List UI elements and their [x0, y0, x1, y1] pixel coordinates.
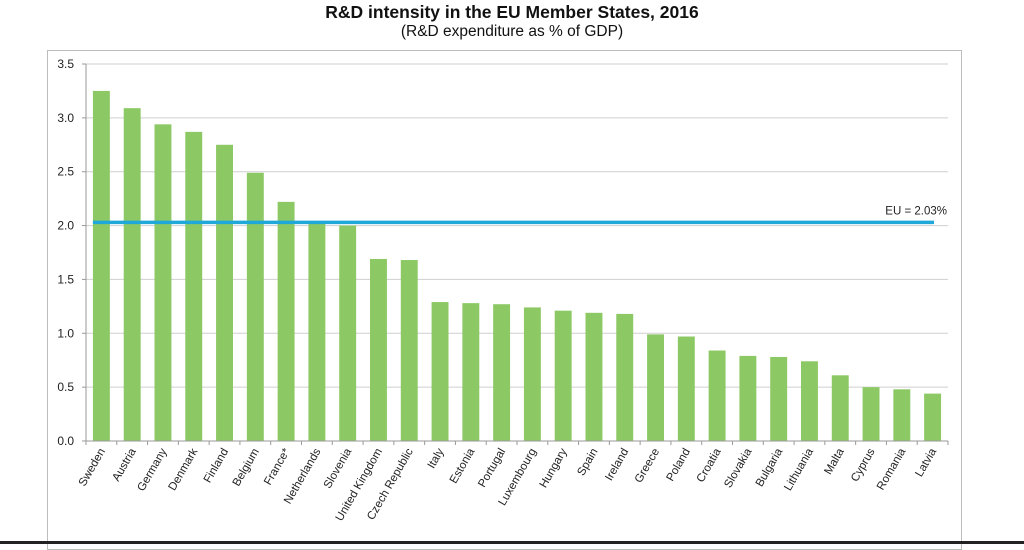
bar — [369, 258, 387, 441]
y-tick-label: 2.0 — [57, 219, 74, 233]
bar — [277, 201, 295, 441]
bar — [677, 336, 695, 441]
x-category-label: Spain — [575, 447, 600, 478]
bar — [924, 393, 942, 441]
y-tick-label: 1.5 — [57, 272, 74, 286]
bar — [523, 307, 541, 441]
bar — [800, 361, 818, 441]
bar — [616, 313, 634, 441]
gridlines — [86, 63, 948, 388]
x-category-label: Latvia — [913, 446, 939, 479]
bar — [554, 310, 572, 441]
bar — [154, 124, 172, 441]
x-category-label: Finland — [202, 447, 231, 486]
x-category-label: Romania — [875, 446, 909, 492]
x-category-label: Sweden — [77, 447, 108, 489]
bottom-border — [0, 541, 1024, 544]
reference-line-group: EU = 2.03% — [92, 205, 947, 225]
x-category-label: Slovenia — [322, 446, 355, 491]
bar — [431, 302, 449, 441]
bar — [308, 222, 326, 441]
x-category-label: Bulgaria — [754, 446, 786, 489]
y-axis: 0.0 0.5 1.0 1.5 2.0 2.5 3.0 3.5 — [57, 57, 87, 448]
bar — [831, 375, 849, 441]
x-category-label: France* — [262, 446, 293, 487]
x-category-label: Slovakia — [722, 446, 754, 490]
x-category-label: Portugal — [476, 447, 508, 490]
x-category-label: Cyprus — [849, 446, 878, 484]
x-category-label: Austria — [110, 446, 139, 484]
bars — [92, 90, 942, 442]
chart-title: R&D intensity in the EU Member States, 2… — [325, 2, 699, 22]
chart-subtitle: (R&D expenditure as % of GDP) — [400, 23, 624, 40]
x-category-label: Ireland — [603, 447, 631, 483]
bar — [862, 387, 880, 441]
bar — [400, 260, 418, 441]
eu-average-label: EU = 2.03% — [885, 205, 947, 217]
bar — [216, 144, 234, 442]
x-category-label: Croatia — [695, 446, 724, 485]
x-category-label: Lithuania — [782, 446, 816, 493]
bar — [739, 355, 757, 441]
bar — [185, 131, 203, 442]
bar — [493, 304, 511, 441]
y-tick-label: 0.5 — [57, 380, 74, 394]
x-category-label: Estonia — [448, 446, 478, 486]
y-tick-label: 0.0 — [57, 434, 74, 448]
bar — [708, 350, 726, 441]
bar — [92, 90, 110, 441]
x-category-label: Italy — [426, 446, 447, 470]
x-category-label: Denmark — [167, 446, 201, 493]
bar — [246, 172, 264, 441]
x-category-label: Germany — [136, 446, 170, 493]
bar — [770, 356, 788, 441]
bar — [462, 303, 480, 441]
y-tick-label: 1.0 — [57, 326, 74, 340]
y-tick-label: 3.5 — [57, 57, 74, 71]
x-category-label: Hungary — [538, 446, 570, 490]
x-category-label: Poland — [665, 447, 693, 484]
x-category-label: Belgium — [231, 447, 262, 489]
bar — [647, 334, 665, 441]
y-tick-label: 3.0 — [57, 111, 74, 125]
y-tick-label: 2.5 — [57, 165, 74, 179]
x-category-label: Greece — [633, 447, 662, 486]
bar — [585, 312, 603, 441]
bar — [893, 389, 911, 441]
bar — [123, 108, 141, 442]
bar — [339, 225, 357, 441]
x-category-label: Malta — [822, 446, 847, 477]
